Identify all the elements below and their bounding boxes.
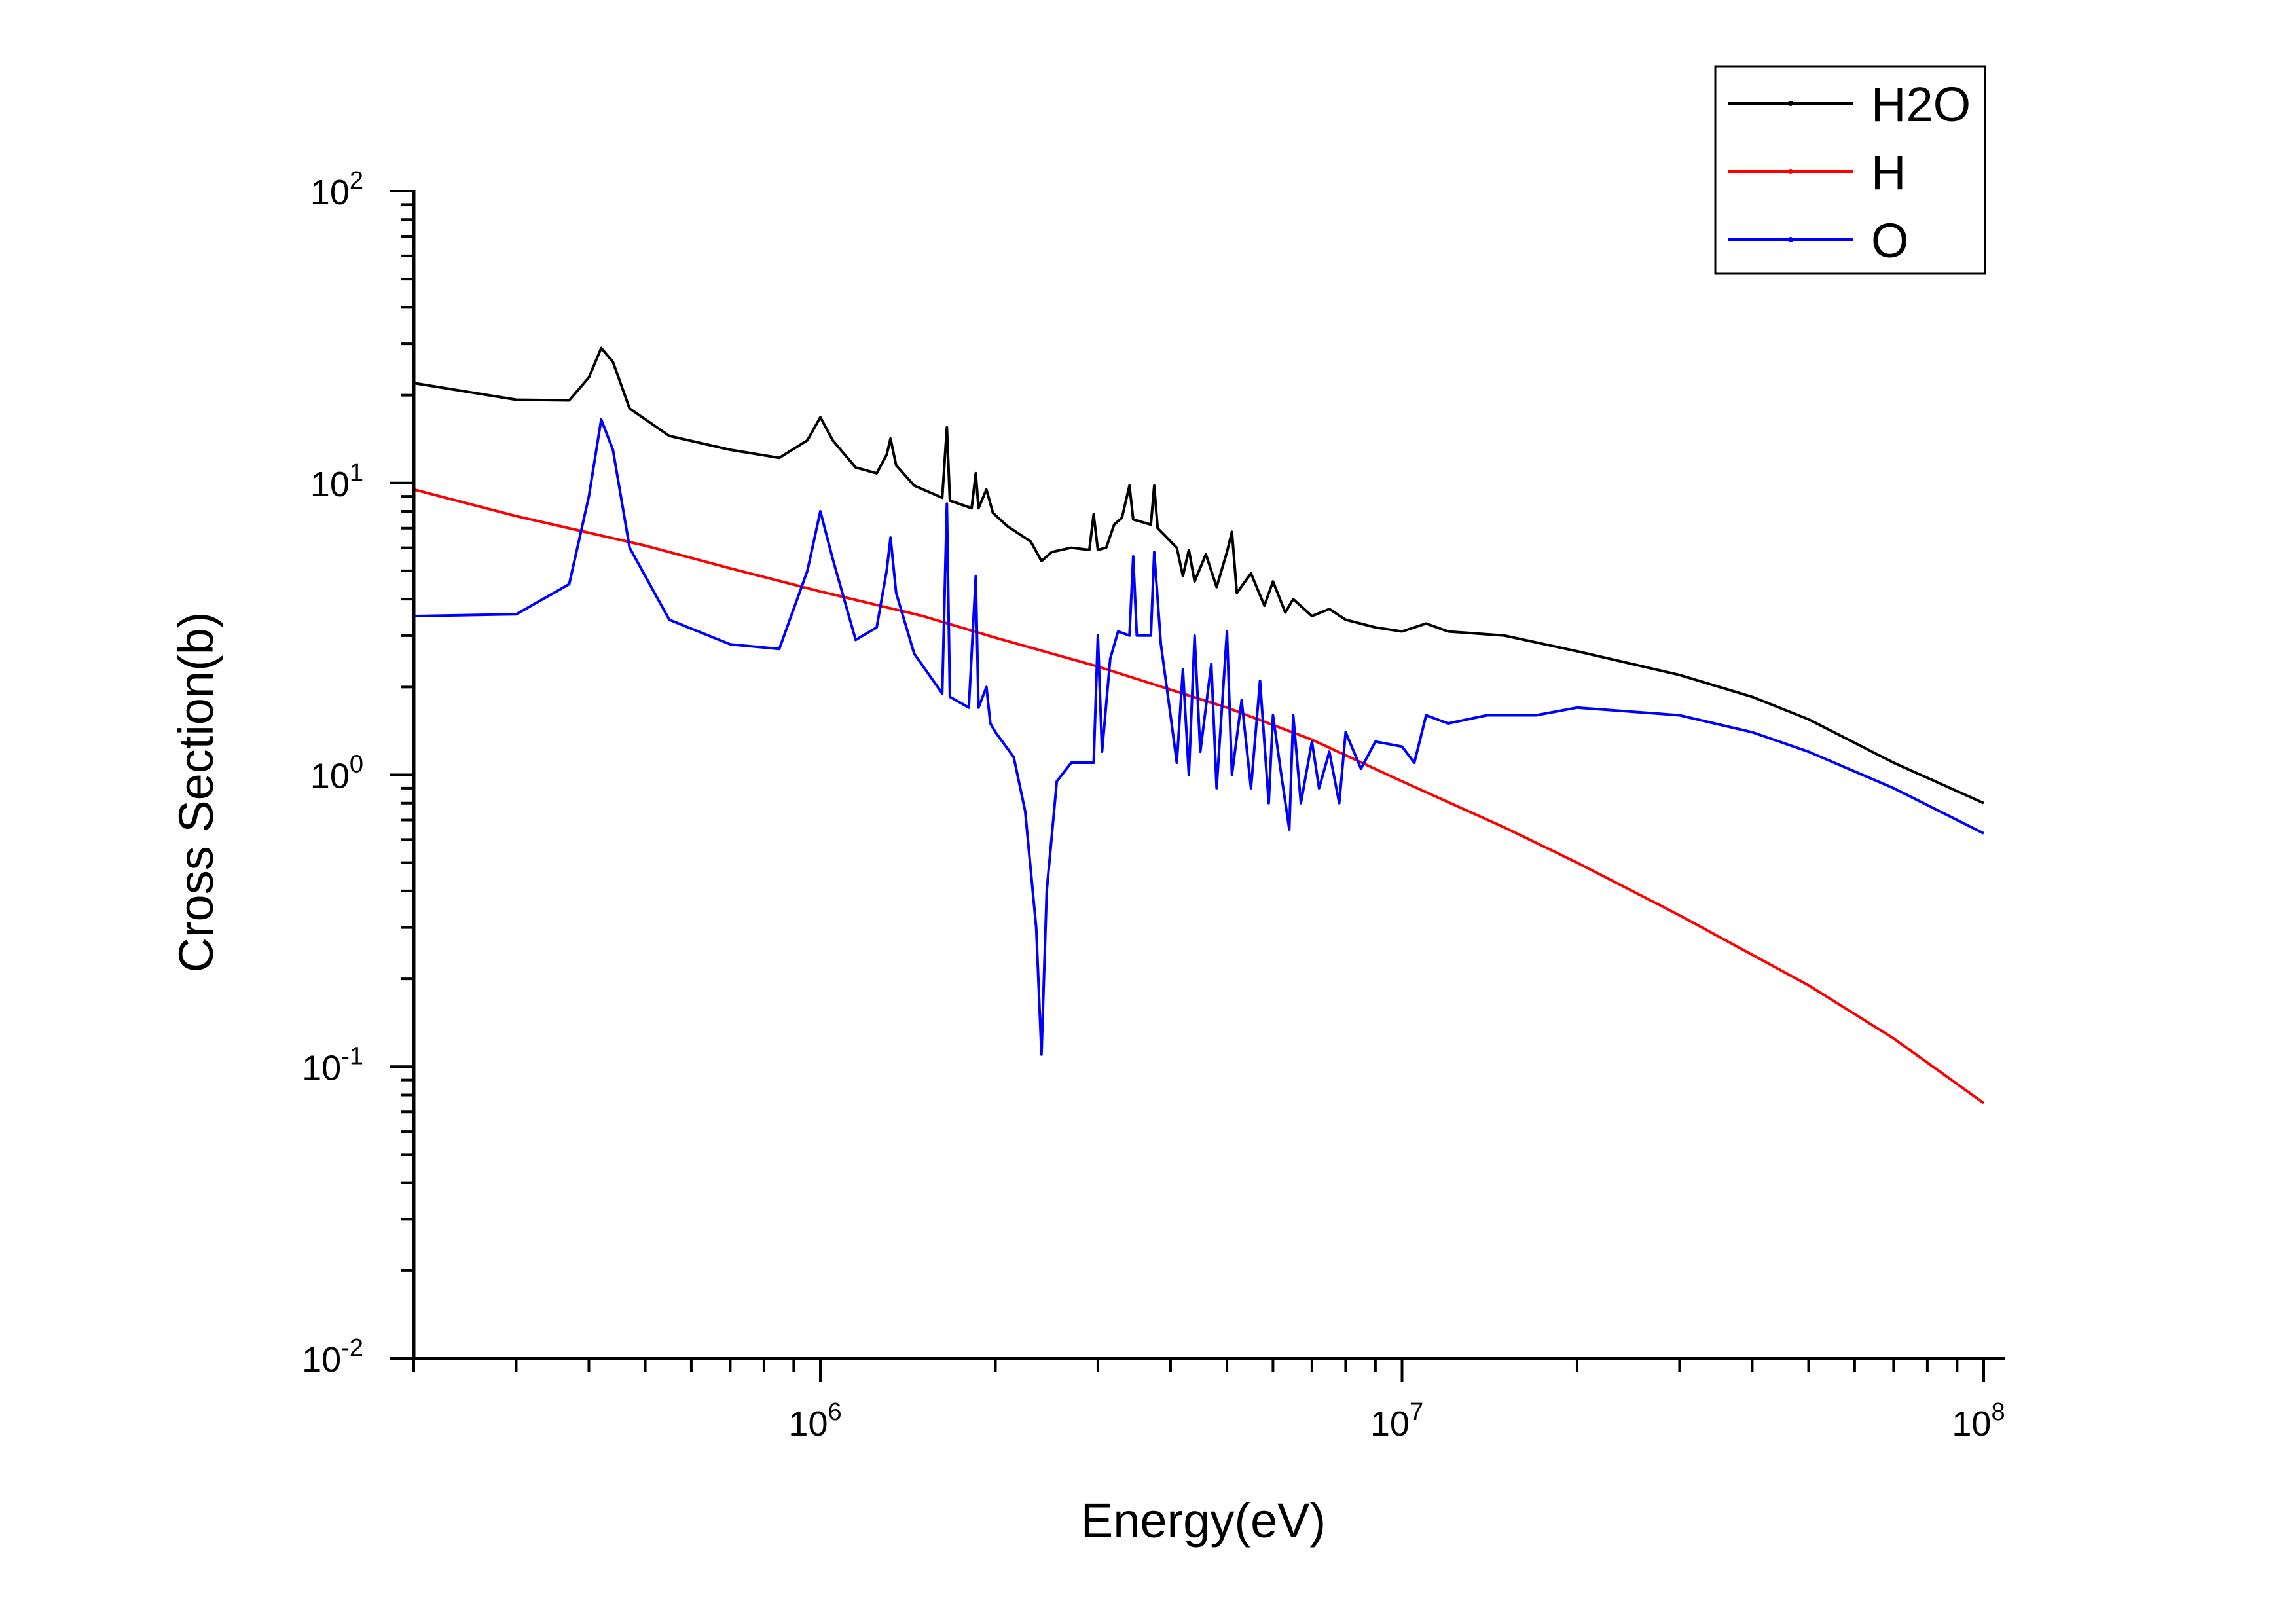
- legend-label-o: O: [1871, 213, 1909, 268]
- x-axis-title: Energy(eV): [1081, 1493, 1326, 1548]
- series-layer: [413, 346, 1985, 1104]
- x-tick-label: 107: [1370, 1398, 1423, 1444]
- legend-marker-h: [1788, 169, 1793, 174]
- legend: H2O HO: [1714, 65, 1986, 275]
- legend-label-h: H: [1871, 145, 1906, 200]
- series-line-h: [413, 488, 1985, 1104]
- legend-marker-h2o: [1788, 101, 1793, 106]
- x-tick-label: 108: [1952, 1398, 2005, 1444]
- y-tick-label: 101: [310, 459, 363, 504]
- y-tick-label: 100: [310, 751, 363, 796]
- series-line-o: [413, 418, 1984, 1056]
- tick-labels: 106 107 108 10-2 10-1 100 101 102: [302, 167, 2005, 1444]
- y-tick-label: 10-2: [302, 1334, 363, 1379]
- legend-marker-o: [1788, 237, 1793, 242]
- y-tick-label: 102: [310, 167, 363, 212]
- x-tick-label: 106: [788, 1398, 841, 1444]
- y-tick-label: 10-1: [302, 1042, 363, 1087]
- series-line-h2o: [413, 346, 1984, 805]
- legend-label-h2o: H2O: [1871, 77, 1971, 132]
- axes-layer: [390, 190, 2005, 1382]
- y-axis-title: Cross Section(b): [169, 611, 223, 972]
